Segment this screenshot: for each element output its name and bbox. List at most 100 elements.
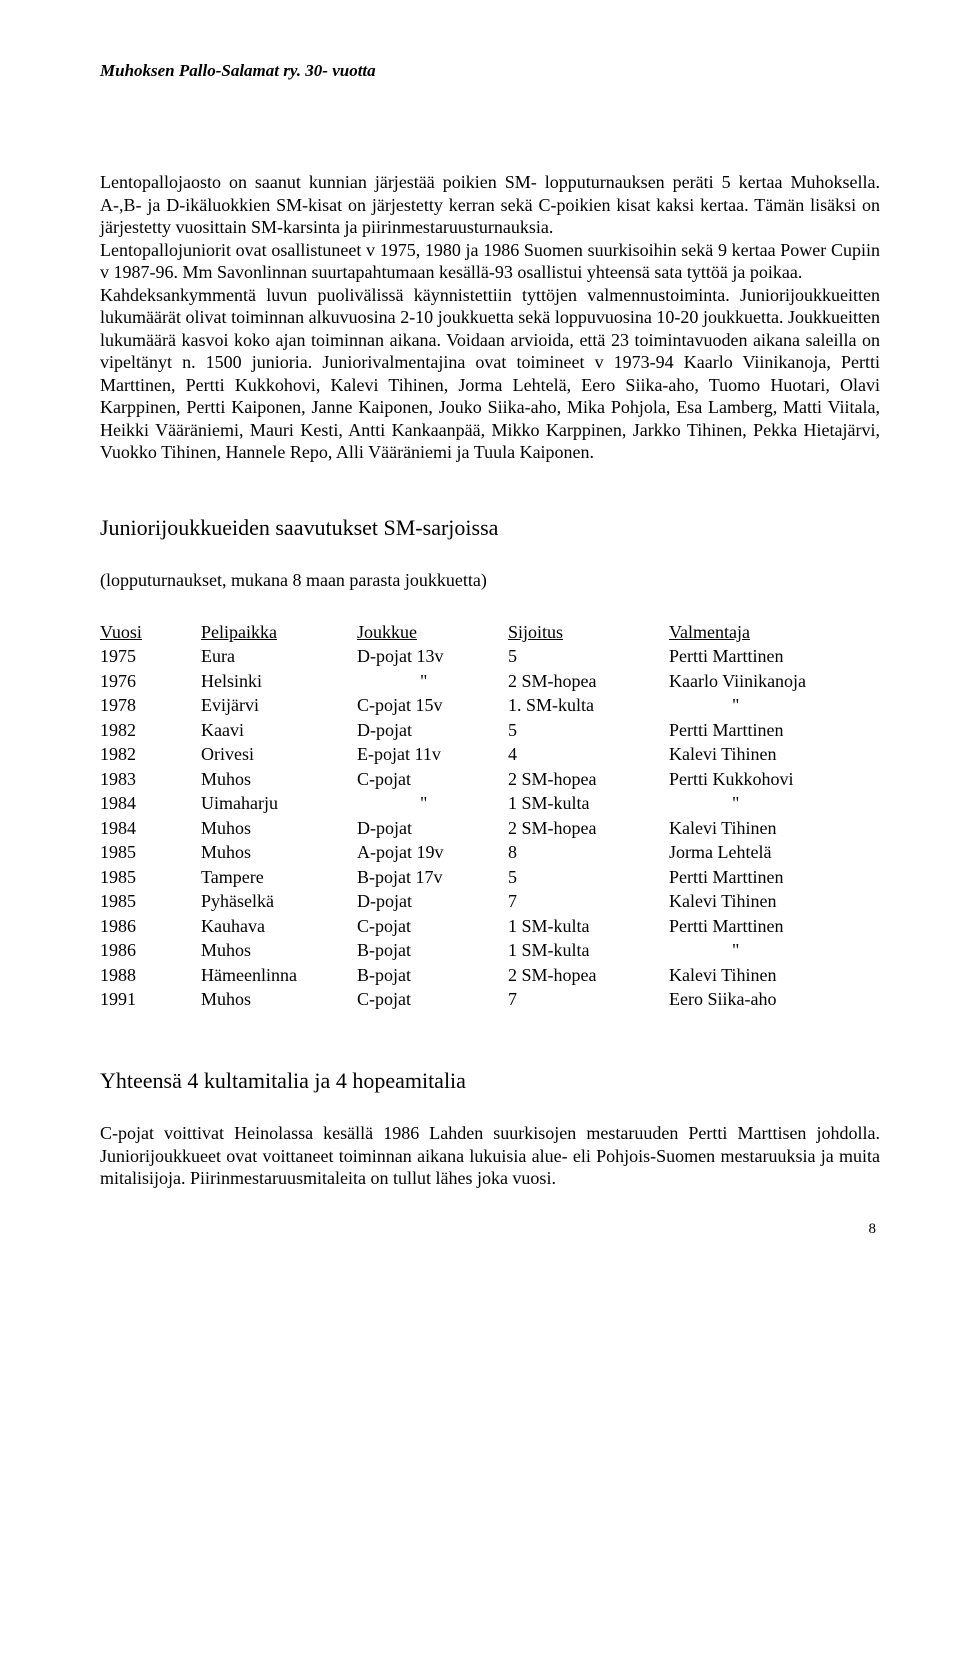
table-cell: 4 bbox=[508, 742, 669, 767]
table-cell: D-pojat bbox=[357, 889, 508, 914]
table-cell: Hämeenlinna bbox=[201, 963, 357, 988]
table-cell: B-pojat bbox=[357, 963, 508, 988]
table-cell: Muhos bbox=[201, 938, 357, 963]
table-cell: " bbox=[669, 693, 880, 718]
table-header-cell: Joukkue bbox=[357, 620, 508, 645]
table-cell: Pertti Marttinen bbox=[669, 914, 880, 939]
table-cell: Eero Siika-aho bbox=[669, 987, 880, 1012]
table-cell: Uimaharju bbox=[201, 791, 357, 816]
table-cell: 1985 bbox=[100, 889, 201, 914]
table-cell: Kaavi bbox=[201, 718, 357, 743]
table-row: 1982OrivesiE-pojat 11v4Kalevi Tihinen bbox=[100, 742, 880, 767]
table-cell: 2 SM-hopea bbox=[508, 963, 669, 988]
table-cell: 1978 bbox=[100, 693, 201, 718]
paragraph-4: Kahdeksankymmentä luvun puolivälissä käy… bbox=[100, 285, 880, 463]
table-cell: Kalevi Tihinen bbox=[669, 889, 880, 914]
table-cell: 5 bbox=[508, 865, 669, 890]
table-cell: B-pojat 17v bbox=[357, 865, 508, 890]
table-cell: Kalevi Tihinen bbox=[669, 742, 880, 767]
table-row: 1978EvijärviC-pojat 15v1. SM-kulta " bbox=[100, 693, 880, 718]
table-header-row: VuosiPelipaikkaJoukkueSijoitusValmentaja bbox=[100, 620, 880, 645]
table-cell: Muhos bbox=[201, 767, 357, 792]
table-cell: Eura bbox=[201, 644, 357, 669]
page-header: Muhoksen Pallo-Salamat ry. 30- vuotta bbox=[100, 60, 880, 81]
table-cell: 1 SM-kulta bbox=[508, 914, 669, 939]
table-cell: 1988 bbox=[100, 963, 201, 988]
table-cell: 5 bbox=[508, 644, 669, 669]
table-cell: 1984 bbox=[100, 791, 201, 816]
table-cell: 1985 bbox=[100, 840, 201, 865]
table-cell: 2 SM-hopea bbox=[508, 816, 669, 841]
table-cell: 2 SM-hopea bbox=[508, 767, 669, 792]
table-cell: 7 bbox=[508, 987, 669, 1012]
table-cell: 2 SM-hopea bbox=[508, 669, 669, 694]
table-cell: 1982 bbox=[100, 742, 201, 767]
table-cell: B-pojat bbox=[357, 938, 508, 963]
table-row: 1975EuraD-pojat 13v5Pertti Marttinen bbox=[100, 644, 880, 669]
table-cell: " bbox=[669, 938, 880, 963]
table-row: 1985MuhosA-pojat 19v8Jorma Lehtelä bbox=[100, 840, 880, 865]
table-row: 1991MuhosC-pojat7Eero Siika-aho bbox=[100, 987, 880, 1012]
table-cell: Orivesi bbox=[201, 742, 357, 767]
table-cell: 8 bbox=[508, 840, 669, 865]
table-cell: A-pojat 19v bbox=[357, 840, 508, 865]
table-row: 1986KauhavaC-pojat1 SM-kultaPertti Martt… bbox=[100, 914, 880, 939]
table-cell: Evijärvi bbox=[201, 693, 357, 718]
table-cell: 1983 bbox=[100, 767, 201, 792]
table-cell: Helsinki bbox=[201, 669, 357, 694]
page-number: 8 bbox=[100, 1220, 880, 1239]
paragraph-3: Lentopallojuniorit ovat osallistuneet v … bbox=[100, 240, 880, 283]
section-title: Juniorijoukkueiden saavutukset SM-sarjoi… bbox=[100, 514, 880, 542]
table-cell: 1976 bbox=[100, 669, 201, 694]
table-cell: 1984 bbox=[100, 816, 201, 841]
table-cell: Kaarlo Viinikanoja bbox=[669, 669, 880, 694]
table-cell: Jorma Lehtelä bbox=[669, 840, 880, 865]
table-row: 1984Uimaharju "1 SM-kulta " bbox=[100, 791, 880, 816]
table-cell: " bbox=[669, 791, 880, 816]
table-cell: D-pojat 13v bbox=[357, 644, 508, 669]
table-cell: Kalevi Tihinen bbox=[669, 963, 880, 988]
table-cell: E-pojat 11v bbox=[357, 742, 508, 767]
table-row: 1985TampereB-pojat 17v5Pertti Marttinen bbox=[100, 865, 880, 890]
table-cell: Pertti Marttinen bbox=[669, 718, 880, 743]
table-cell: Pyhäselkä bbox=[201, 889, 357, 914]
paragraph-5: C-pojat voittivat Heinolassa kesällä 198… bbox=[100, 1122, 880, 1190]
table-cell: 5 bbox=[508, 718, 669, 743]
table-cell: D-pojat bbox=[357, 816, 508, 841]
table-cell: Muhos bbox=[201, 840, 357, 865]
results-table: VuosiPelipaikkaJoukkueSijoitusValmentaja… bbox=[100, 620, 880, 1012]
table-cell: Muhos bbox=[201, 987, 357, 1012]
table-cell: Kauhava bbox=[201, 914, 357, 939]
table-cell: C-pojat bbox=[357, 767, 508, 792]
summary-title: Yhteensä 4 kultamitalia ja 4 hopeamitali… bbox=[100, 1067, 880, 1095]
table-row: 1976Helsinki "2 SM-hopeaKaarlo Viinikano… bbox=[100, 669, 880, 694]
table-cell: 7 bbox=[508, 889, 669, 914]
table-cell: 1986 bbox=[100, 938, 201, 963]
table-cell: C-pojat 15v bbox=[357, 693, 508, 718]
table-cell: 1982 bbox=[100, 718, 201, 743]
table-row: 1985PyhäselkäD-pojat7Kalevi Tihinen bbox=[100, 889, 880, 914]
table-header-cell: Valmentaja bbox=[669, 620, 880, 645]
table-cell: Kalevi Tihinen bbox=[669, 816, 880, 841]
table-cell: Pertti Marttinen bbox=[669, 644, 880, 669]
table-row: 1983MuhosC-pojat2 SM-hopeaPertti Kukkoho… bbox=[100, 767, 880, 792]
table-cell: D-pojat bbox=[357, 718, 508, 743]
body-text: Lentopallojaosto on saanut kunnian järje… bbox=[100, 171, 880, 464]
section-subtitle: (lopputurnaukset, mukana 8 maan parasta … bbox=[100, 569, 880, 592]
table-cell: 1986 bbox=[100, 914, 201, 939]
table-cell: " bbox=[357, 669, 508, 694]
table-row: 1984MuhosD-pojat2 SM-hopeaKalevi Tihinen bbox=[100, 816, 880, 841]
table-cell: Tampere bbox=[201, 865, 357, 890]
table-cell: 1 SM-kulta bbox=[508, 938, 669, 963]
table-cell: 1985 bbox=[100, 865, 201, 890]
table-cell: " bbox=[357, 791, 508, 816]
table-cell: C-pojat bbox=[357, 987, 508, 1012]
table-cell: 1. SM-kulta bbox=[508, 693, 669, 718]
table-row: 1988HämeenlinnaB-pojat2 SM-hopeaKalevi T… bbox=[100, 963, 880, 988]
table-cell: 1 SM-kulta bbox=[508, 791, 669, 816]
table-cell: C-pojat bbox=[357, 914, 508, 939]
table-cell: Muhos bbox=[201, 816, 357, 841]
table-header-cell: Sijoitus bbox=[508, 620, 669, 645]
table-cell: Pertti Marttinen bbox=[669, 865, 880, 890]
table-header-cell: Vuosi bbox=[100, 620, 201, 645]
